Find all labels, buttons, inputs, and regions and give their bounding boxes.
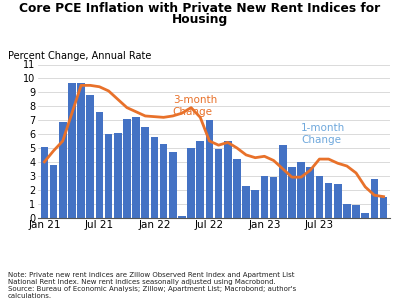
Bar xyxy=(260,176,268,218)
Bar xyxy=(178,216,186,218)
Bar xyxy=(50,165,58,218)
Bar xyxy=(251,190,259,218)
Bar xyxy=(59,122,67,218)
Bar xyxy=(279,145,287,218)
Bar xyxy=(352,205,360,217)
Bar xyxy=(306,167,314,218)
Text: Note: Private new rent indices are Zillow Observed Rent Index and Apartment List: Note: Private new rent indices are Zillo… xyxy=(8,272,296,299)
Bar xyxy=(169,152,177,218)
Bar xyxy=(123,119,131,218)
Bar xyxy=(361,213,369,218)
Bar xyxy=(105,134,112,218)
Bar xyxy=(150,137,158,218)
Text: 3-month
Change: 3-month Change xyxy=(173,95,217,117)
Bar xyxy=(215,149,222,218)
Bar xyxy=(160,144,168,218)
Text: Core PCE Inflation with Private New Rent Indices for: Core PCE Inflation with Private New Rent… xyxy=(19,2,381,14)
Bar xyxy=(77,82,85,218)
Bar xyxy=(206,120,213,218)
Bar xyxy=(132,117,140,218)
Bar xyxy=(343,204,351,218)
Bar xyxy=(270,177,278,218)
Bar xyxy=(40,147,48,218)
Bar xyxy=(380,196,388,218)
Bar xyxy=(316,176,323,218)
Bar xyxy=(297,162,305,218)
Bar xyxy=(233,159,241,218)
Bar xyxy=(242,185,250,218)
Bar xyxy=(187,148,195,218)
Bar xyxy=(224,141,232,218)
Text: Housing: Housing xyxy=(172,14,228,26)
Bar xyxy=(334,184,342,218)
Bar xyxy=(96,112,103,218)
Bar xyxy=(288,167,296,218)
Text: 1-month
Change: 1-month Change xyxy=(301,123,345,145)
Bar xyxy=(325,183,332,218)
Bar xyxy=(370,178,378,218)
Bar xyxy=(141,127,149,218)
Bar xyxy=(114,133,122,218)
Bar xyxy=(86,95,94,218)
Bar xyxy=(196,141,204,218)
Text: Percent Change, Annual Rate: Percent Change, Annual Rate xyxy=(8,51,152,62)
Bar xyxy=(68,82,76,218)
